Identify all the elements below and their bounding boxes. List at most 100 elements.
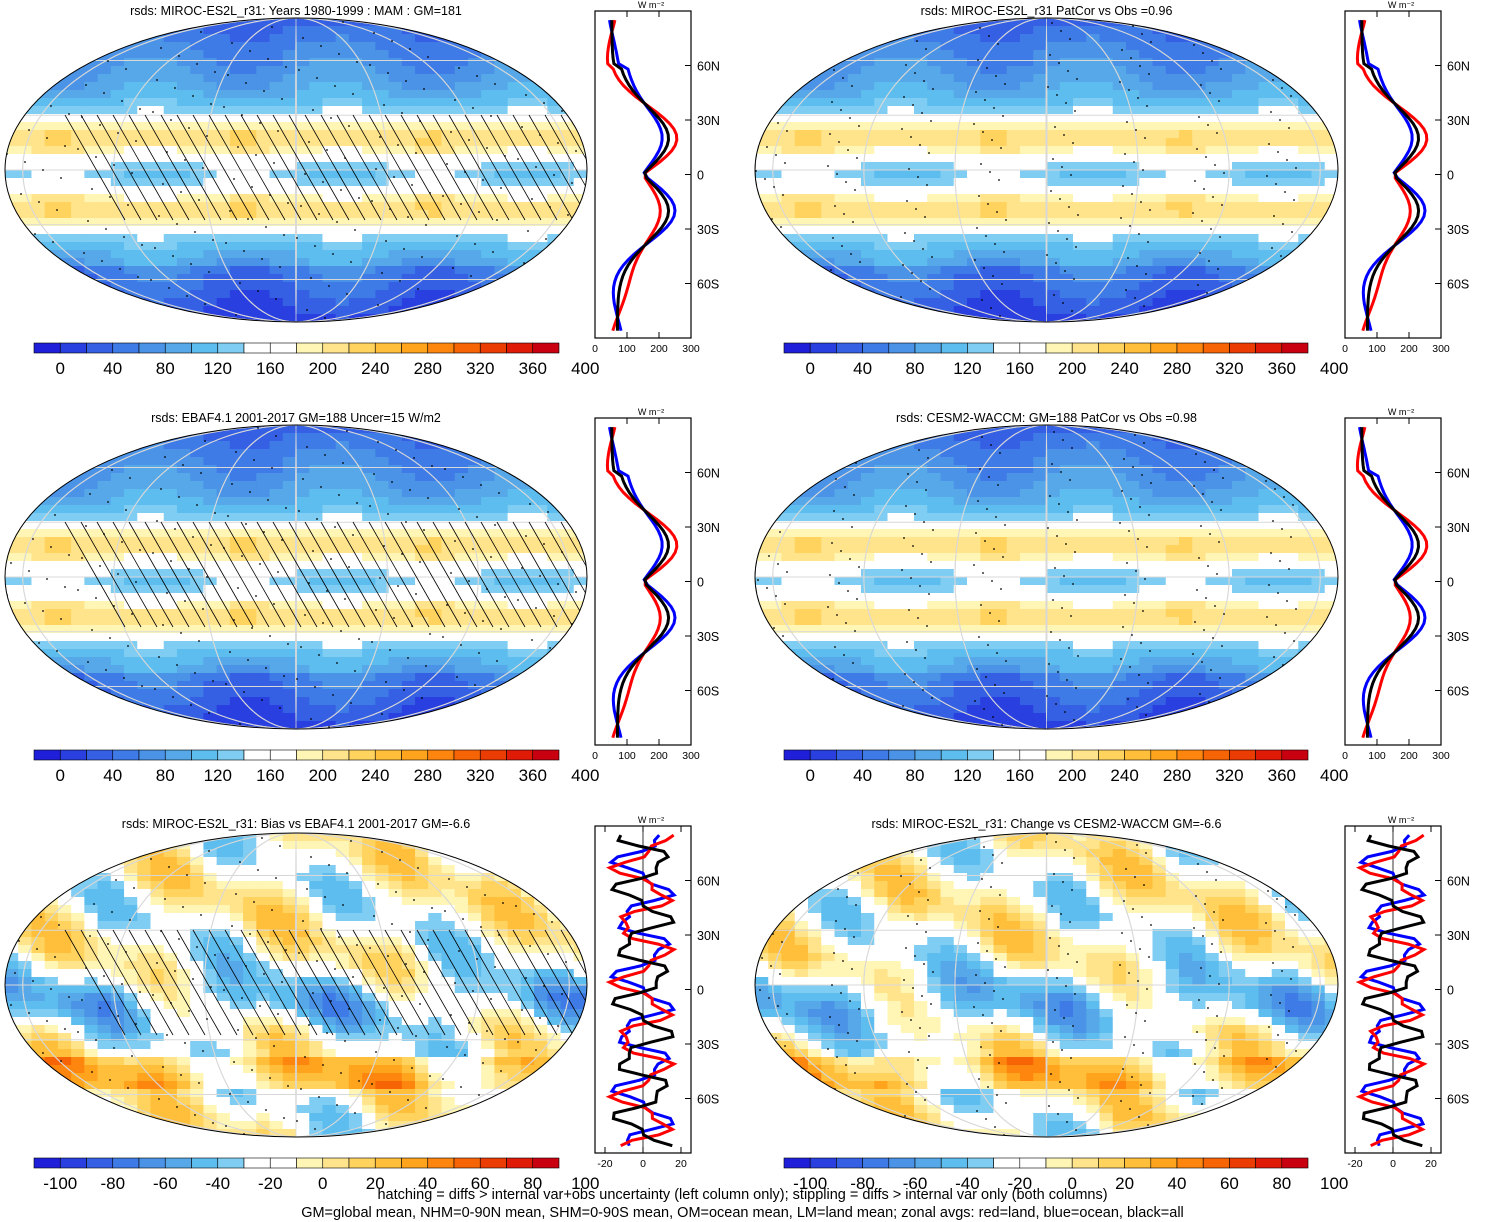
stipple-dot — [533, 913, 535, 915]
stipple-dot — [1125, 426, 1127, 428]
stipple-dot — [423, 529, 425, 531]
stipple-dot — [407, 657, 409, 659]
zonal-xtick-label: 20 — [1425, 1158, 1437, 1170]
stipple-dot — [336, 1104, 338, 1106]
stipple-dot — [415, 593, 417, 595]
colorbar-box — [1177, 750, 1203, 760]
graticule-meridian — [296, 425, 297, 729]
stipple-dot — [573, 318, 575, 320]
stipple-dot — [932, 529, 934, 531]
stipple-dot — [442, 1078, 444, 1080]
stipple-dot — [922, 1131, 924, 1133]
stipple-dot — [417, 288, 419, 290]
colorbar-box — [244, 343, 270, 353]
stipple-dot — [166, 1034, 168, 1036]
stipple-dot — [523, 703, 525, 705]
stipple-dot — [1047, 86, 1049, 88]
stipple-dot — [555, 310, 557, 312]
stipple-dot — [111, 911, 113, 913]
zonal-ytick-label: 30N — [1447, 521, 1470, 535]
map-field — [4, 17, 653, 323]
stipple-dot — [225, 1125, 227, 1127]
stipple-dot — [498, 492, 500, 494]
stipple-dot — [993, 548, 995, 550]
stipple-dot — [488, 724, 490, 726]
stipple-dot — [1002, 998, 1004, 1000]
stipple-dot — [320, 45, 322, 47]
colorbar-tick-label: 40 — [853, 766, 872, 785]
stipple-dot — [901, 569, 903, 571]
stipple-dot — [77, 148, 79, 150]
stipple-dot — [1271, 688, 1273, 690]
stipple-dot — [1273, 656, 1275, 658]
stipple-dot — [1285, 23, 1287, 25]
stipple-dot — [79, 725, 81, 727]
stipple-dot — [995, 75, 997, 77]
stipple-dot — [1198, 557, 1200, 559]
stipple-dot — [901, 1011, 903, 1013]
stipple-dot — [87, 661, 89, 663]
stipple-dot — [196, 946, 198, 948]
stipple-dot — [924, 216, 926, 218]
stipple-dot — [476, 516, 478, 518]
stipple-dot — [1268, 1026, 1270, 1028]
stipple-dot — [1005, 1102, 1007, 1104]
stipple-dot — [279, 845, 281, 847]
stipple-dot — [60, 618, 62, 620]
stipple-dot — [1279, 560, 1281, 562]
colorbar-box — [402, 1158, 428, 1168]
stipple-dot — [257, 427, 259, 429]
stipple-dot — [1277, 1034, 1279, 1036]
stipple-dot — [910, 577, 912, 579]
stipple-dot — [1276, 319, 1278, 321]
colorbar-box — [1072, 750, 1098, 760]
stipple-dot — [176, 664, 178, 666]
stipple-dot — [314, 245, 316, 247]
stipple-dot — [111, 28, 113, 30]
colorbar-box — [836, 750, 862, 760]
stipple-dot — [500, 628, 502, 630]
stipple-dot — [1194, 180, 1196, 182]
stipple-dot — [180, 632, 182, 634]
stipple-dot — [95, 1039, 97, 1041]
stipple-dot — [460, 203, 462, 205]
stipple-dot — [784, 162, 786, 164]
colorbar-box — [994, 343, 1020, 353]
stipple-dot — [170, 119, 172, 121]
stipple-dot — [1283, 55, 1285, 57]
stipple-dot — [54, 956, 56, 958]
stipple-dot — [567, 1097, 569, 1099]
stipple-dot — [486, 1030, 488, 1032]
stipple-dot — [985, 1118, 987, 1120]
stipple-dot — [101, 260, 103, 262]
stipple-dot — [1134, 876, 1136, 878]
stipple-dot — [758, 274, 760, 276]
stipple-dot — [4, 458, 6, 460]
stipple-dot — [1122, 626, 1124, 628]
colorbar-box — [139, 343, 165, 353]
colorbar-tick-label: 80 — [156, 359, 175, 378]
colorbar-box — [323, 750, 349, 760]
stipple-dot — [926, 184, 928, 186]
stipple-dot — [577, 865, 579, 867]
stipple-dot — [164, 319, 166, 321]
stipple-dot — [214, 71, 216, 73]
stipple-dot — [478, 652, 480, 654]
stipple-dot — [227, 515, 229, 517]
colorbar-box — [1229, 750, 1255, 760]
stipple-dot — [452, 846, 454, 848]
stipple-dot — [448, 436, 450, 438]
stipple-dot — [1129, 666, 1131, 668]
stipple-dot — [852, 221, 854, 223]
stipple-dot — [444, 27, 446, 29]
colorbar-box — [1046, 750, 1072, 760]
stipple-dot — [462, 918, 464, 920]
stipple-dot — [907, 473, 909, 475]
stipple-dot — [316, 960, 318, 962]
stipple-dot — [931, 256, 933, 258]
stipple-dot — [371, 200, 373, 202]
stipple-dot — [1213, 911, 1215, 913]
stipple-dot — [393, 617, 395, 619]
stipple-dot — [200, 914, 202, 916]
stipple-dot — [563, 1129, 565, 1131]
